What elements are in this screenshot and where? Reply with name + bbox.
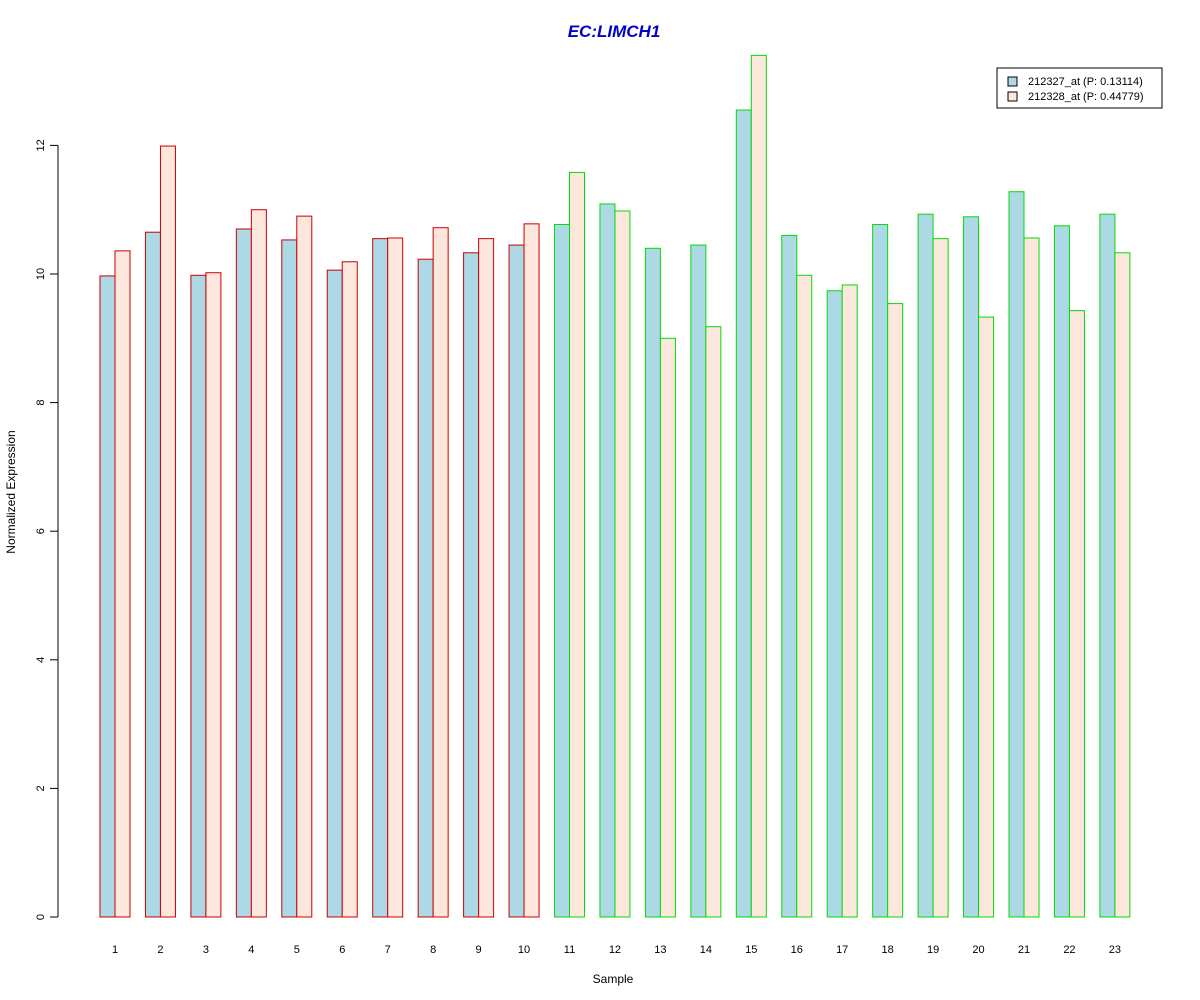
y-tick-label: 2 [35, 785, 47, 791]
x-tick-label: 10 [518, 944, 530, 956]
x-tick-label: 3 [203, 944, 209, 956]
bar-series1-sample-21 [1008, 191, 1025, 918]
bar-series2-sample-17 [841, 284, 858, 918]
x-tick-label: 7 [385, 944, 391, 956]
chart-title: EC:LIMCH1 [568, 22, 661, 41]
legend-entry: 212328_at (P: 0.44779) [1028, 91, 1144, 103]
x-tick-label: 6 [339, 944, 345, 956]
bar-series2-sample-10 [523, 223, 540, 918]
x-tick-label: 22 [1063, 944, 1075, 956]
bar-series1-sample-13 [644, 247, 661, 918]
bar-series2-sample-21 [1023, 237, 1040, 918]
x-tick-label: 2 [157, 944, 163, 956]
y-tick-label: 0 [35, 914, 47, 920]
bar-series1-sample-5 [281, 239, 298, 918]
y-tick-label: 12 [35, 139, 47, 151]
bar-series1-sample-17 [826, 290, 843, 918]
bar-series2-sample-11 [569, 171, 585, 918]
bar-series2-sample-15 [750, 54, 767, 918]
bar-series1-sample-11 [554, 223, 570, 918]
legend: 212327_at (P: 0.13114) 212328_at (P: 0.44… [996, 67, 1163, 109]
x-tick-label: 18 [882, 944, 894, 956]
bar-series2-sample-18 [887, 303, 904, 918]
x-tick-label: 11 [564, 944, 575, 956]
bar-series1-sample-19 [917, 213, 934, 918]
x-tick-label: 5 [294, 944, 300, 956]
bar-series1-sample-16 [781, 234, 798, 918]
bar-series1-sample-3 [190, 274, 207, 918]
bar-series1-sample-6 [326, 269, 343, 918]
bar-series1-sample-18 [872, 223, 889, 918]
bar-series1-sample-14 [690, 244, 707, 918]
x-tick-label: 12 [609, 944, 621, 956]
x-tick-label: 13 [654, 944, 666, 956]
x-tick-label: 19 [927, 944, 939, 956]
bar-series1-sample-23 [1099, 213, 1116, 918]
x-axis-label: Sample [593, 972, 634, 986]
bar-series1-sample-15 [735, 109, 752, 918]
bar-series2-sample-16 [796, 274, 813, 918]
bar-series2-sample-12 [614, 210, 631, 918]
bar-series2-sample-9 [478, 238, 495, 918]
bar-series2-sample-20 [978, 316, 995, 918]
bar-series2-sample-14 [705, 326, 722, 918]
bar-series2-sample-4 [250, 209, 267, 918]
legend-swatch [1007, 91, 1018, 102]
x-tick-label: 4 [248, 944, 254, 956]
bar-series1-sample-4 [235, 228, 252, 918]
x-tick-label: 21 [1018, 944, 1030, 956]
bar-series1-sample-22 [1053, 225, 1070, 918]
bar-series2-sample-5 [296, 215, 313, 918]
bar-series1-sample-9 [463, 252, 480, 918]
bar-series2-sample-8 [432, 227, 449, 918]
y-tick-label: 6 [35, 528, 47, 534]
bar-series1-sample-12 [599, 203, 616, 918]
bar-series2-sample-7 [387, 237, 404, 918]
x-tick-label: 17 [836, 944, 848, 956]
bar-series1-sample-10 [508, 244, 525, 918]
y-tick-label: 4 [35, 657, 47, 663]
bar-series2-sample-23 [1114, 252, 1131, 918]
legend-box [996, 67, 1163, 109]
x-tick-label: 9 [476, 944, 482, 956]
bar-series1-sample-20 [963, 216, 980, 918]
bar-series2-sample-1 [114, 250, 131, 918]
x-tick-label: 1 [112, 944, 118, 956]
bar-series2-sample-3 [205, 272, 222, 918]
bar-series1-sample-8 [417, 258, 434, 918]
bar-series2-sample-2 [159, 145, 176, 918]
bars-group [99, 54, 1131, 918]
x-tick-label: 20 [972, 944, 984, 956]
bar-series2-sample-13 [659, 337, 676, 918]
bar-series1-sample-1 [99, 275, 116, 918]
y-tick-label: 8 [35, 400, 47, 406]
legend-swatch [1007, 76, 1018, 87]
bar-series1-sample-7 [372, 238, 389, 918]
x-tick-labels: 1 2 3 4 5 6 7 8 9 10 11 12 13 14 15 16 17 18 19 20 21 22 23 [112, 944, 1121, 956]
legend-entry: 212327_at (P: 0.13114) [1028, 76, 1143, 88]
x-tick-label: 16 [791, 944, 803, 956]
bar-series2-sample-22 [1068, 310, 1085, 918]
y-axis: 0 2 4 6 8 10 12 [35, 139, 59, 920]
x-tick-label: 15 [745, 944, 757, 956]
x-tick-label: 14 [700, 944, 712, 956]
x-tick-label: 23 [1109, 944, 1121, 956]
bar-series2-sample-19 [932, 238, 949, 918]
bar-series2-sample-6 [341, 261, 358, 918]
x-tick-label: 8 [430, 944, 436, 956]
bar-series1-sample-2 [144, 231, 161, 918]
y-tick-label: 10 [35, 268, 47, 280]
y-axis-label: Normalized Expression [4, 430, 18, 553]
